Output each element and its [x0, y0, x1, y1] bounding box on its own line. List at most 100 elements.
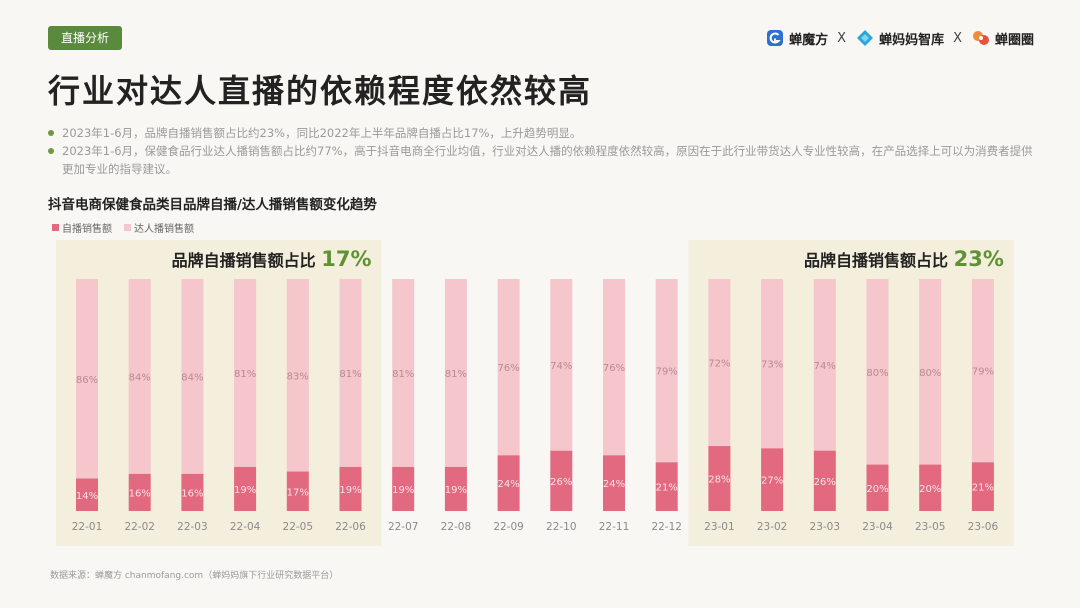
- data-label-daren: 79%: [656, 367, 678, 378]
- legend-swatch-daren: [124, 224, 131, 231]
- legend-label-daren: 达人播销售额: [134, 224, 194, 235]
- data-label-self: 28%: [708, 475, 730, 486]
- bar-daren: [866, 279, 889, 465]
- bar-self: [971, 462, 994, 511]
- data-label-daren: 80%: [919, 368, 941, 379]
- data-label-self: 14%: [76, 491, 98, 502]
- bar-daren: [655, 279, 678, 463]
- bar-self: [76, 478, 98, 511]
- bar-self: [603, 455, 625, 511]
- data-label-self: 21%: [656, 483, 678, 494]
- bar-self: [181, 473, 204, 511]
- bar-daren: [497, 279, 520, 456]
- bar-daren: [286, 279, 309, 472]
- bar-self: [866, 464, 889, 511]
- bar-daren: [971, 279, 994, 463]
- x-tick-label: 22-08: [441, 521, 472, 533]
- x-tick-label: 22-05: [283, 521, 314, 533]
- x-tick-label: 23-02: [757, 521, 788, 533]
- logo-chanmama-text: 蝉妈妈智库: [879, 32, 945, 48]
- bar-self: [444, 466, 467, 511]
- data-label-daren: 76%: [497, 363, 519, 374]
- bar-daren: [181, 279, 204, 474]
- logo-separator: X: [837, 30, 847, 46]
- bar-daren: [76, 279, 98, 479]
- bar-self: [813, 450, 836, 511]
- data-label-daren: 81%: [445, 369, 467, 380]
- bar-self: [497, 455, 520, 511]
- x-tick-label: 22-04: [230, 521, 261, 533]
- x-tick-label: 22-01: [72, 521, 103, 533]
- data-label-self: 24%: [497, 479, 519, 490]
- chanmama-logo-icon: [857, 30, 874, 46]
- data-label-self: 19%: [392, 485, 414, 496]
- data-label-daren: 74%: [550, 361, 572, 372]
- data-label-daren: 81%: [392, 369, 414, 380]
- highlight-panel: [688, 240, 1014, 546]
- legend-item-daren: 达人播销售额: [124, 220, 194, 235]
- chart-legend: 自播销售额 达人播销售额: [52, 220, 194, 235]
- data-label-self: 20%: [866, 484, 888, 495]
- bar-self: [761, 448, 784, 511]
- bullet-item: 2023年1-6月，保健食品行业达人播销售额占比约77%，高于抖音电商全行业均值…: [48, 142, 1038, 178]
- annotation-label: 品牌自播销售额占比 17%: [172, 247, 372, 271]
- data-label-daren: 83%: [287, 371, 309, 382]
- bar-self: [339, 466, 362, 511]
- annotation-label: 品牌自播销售额占比 23%: [804, 247, 1004, 271]
- data-label-self: 20%: [919, 484, 941, 495]
- annotation-label-text: 品牌自播销售额占比: [804, 251, 954, 270]
- section-tag: 直播分析: [48, 26, 122, 50]
- logo-chanmofang-text: 蝉魔方: [789, 32, 829, 48]
- bar-self: [655, 462, 678, 511]
- data-label-self: 19%: [339, 485, 361, 496]
- chart-title: 抖音电商保健食品类目品牌自播/达人播销售额变化趋势: [48, 197, 377, 213]
- logo-chanquanquan-text: 蝉圈圈: [994, 32, 1034, 48]
- brand-logos: 蝉魔方 X 蝉妈妈智库 X 蝉圈圈: [765, 26, 1034, 50]
- data-label-daren: 74%: [814, 361, 836, 372]
- bar-self: [708, 446, 731, 511]
- data-label-self: 17%: [287, 487, 309, 498]
- bar-self: [286, 471, 309, 511]
- bar-self: [550, 450, 573, 511]
- bar-self: [919, 464, 942, 511]
- x-tick-label: 22-11: [599, 521, 630, 533]
- bar-daren: [234, 279, 257, 467]
- x-tick-label: 22-02: [124, 521, 155, 533]
- data-label-daren: 79%: [972, 367, 994, 378]
- data-label-daren: 72%: [708, 359, 730, 370]
- logo-chanquanquan: 蝉圈圈: [971, 28, 1034, 48]
- bar-daren: [603, 279, 625, 456]
- bar-daren: [550, 279, 573, 451]
- summary-bullets: 2023年1-6月，品牌自播销售额占比约23%，同比2022年上半年品牌自播占比…: [48, 124, 1038, 178]
- x-tick-label: 22-06: [335, 521, 366, 533]
- data-label-daren: 84%: [129, 372, 151, 383]
- data-label-self: 21%: [972, 483, 994, 494]
- data-label-self: 27%: [761, 476, 783, 487]
- data-label-daren: 84%: [181, 372, 203, 383]
- data-label-self: 26%: [814, 477, 836, 488]
- legend-label-self: 自播销售额: [62, 224, 112, 235]
- data-label-daren: 73%: [761, 360, 783, 371]
- bar-daren: [392, 279, 415, 467]
- bar-daren: [339, 279, 362, 467]
- x-tick-label: 22-07: [388, 521, 419, 533]
- data-label-self: 24%: [603, 479, 625, 490]
- x-tick-label: 23-04: [862, 521, 893, 533]
- data-label-self: 16%: [129, 488, 151, 499]
- legend-swatch-self: [52, 224, 59, 231]
- data-label-daren: 76%: [603, 363, 625, 374]
- bar-daren: [128, 279, 151, 474]
- logo-chanmofang: 蝉魔方: [765, 28, 828, 48]
- data-label-daren: 80%: [866, 368, 888, 379]
- legend-item-self: 自播销售额: [52, 220, 112, 235]
- page-title: 行业对达人直播的依赖程度依然较高: [48, 72, 593, 110]
- bar-daren: [919, 279, 942, 465]
- data-label-daren: 81%: [234, 369, 256, 380]
- x-tick-label: 23-05: [915, 521, 946, 533]
- x-tick-label: 22-12: [651, 521, 682, 533]
- highlight-panel: [56, 240, 382, 546]
- chanmofang-logo-icon: [767, 30, 784, 46]
- annotation-label-text: 品牌自播销售额占比: [172, 251, 322, 270]
- bar-daren: [444, 279, 467, 467]
- bar-daren: [813, 279, 836, 451]
